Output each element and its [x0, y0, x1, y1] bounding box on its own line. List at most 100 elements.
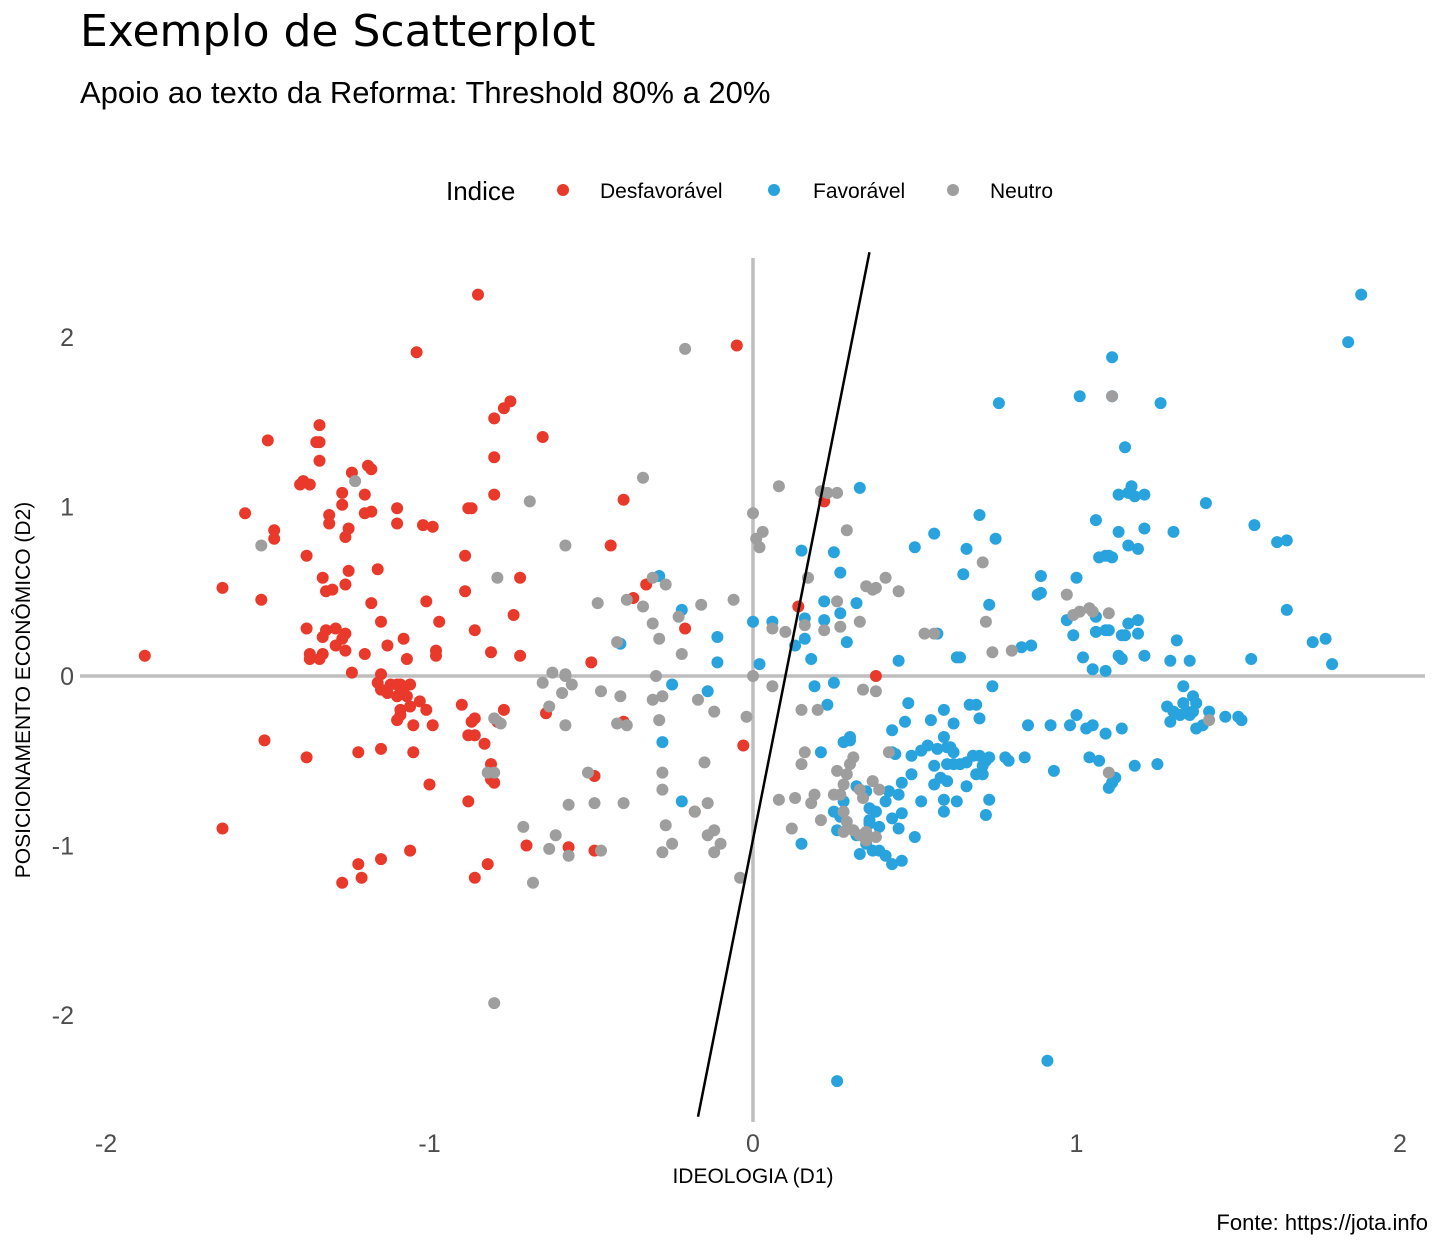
data-point	[1067, 629, 1080, 642]
data-point	[313, 454, 326, 467]
data-point	[1106, 390, 1119, 403]
data-point	[1070, 571, 1083, 584]
data-point	[853, 481, 866, 494]
data-point	[892, 788, 905, 801]
data-point	[1271, 536, 1284, 549]
data-point	[795, 758, 808, 771]
data-point	[611, 717, 624, 730]
data-point	[983, 598, 996, 611]
data-point	[468, 871, 481, 884]
data-point	[239, 507, 252, 520]
y-axis-label: POSICIONAMENTO ECONÔMICO (D2)	[12, 502, 35, 878]
data-point	[1102, 607, 1115, 620]
data-point	[258, 734, 271, 747]
data-point	[1102, 766, 1115, 779]
legend-label: Desfavorável	[600, 180, 723, 203]
data-point	[656, 736, 669, 749]
data-point	[313, 436, 326, 449]
data-point	[895, 807, 908, 820]
data-point	[882, 746, 895, 759]
data-point	[831, 486, 844, 499]
data-point	[827, 546, 840, 559]
legend-label: Favorável	[813, 180, 905, 203]
data-point	[970, 768, 983, 781]
data-point	[821, 486, 834, 499]
data-point	[950, 795, 963, 808]
data-point	[814, 814, 827, 827]
data-point	[1132, 542, 1144, 555]
data-point	[294, 478, 307, 491]
x-tick-label: -1	[418, 1130, 440, 1158]
data-point	[1086, 663, 1099, 676]
data-point	[559, 670, 572, 682]
data-point	[908, 541, 921, 554]
data-point	[595, 844, 607, 857]
data-point	[417, 519, 429, 532]
data-point	[1106, 551, 1119, 564]
data-point	[617, 797, 630, 810]
data-point	[892, 654, 905, 667]
data-point	[831, 764, 844, 777]
data-point	[850, 597, 863, 610]
data-point	[834, 607, 847, 620]
legend-title: Indice	[446, 176, 515, 206]
data-point	[1119, 441, 1131, 454]
data-point	[588, 797, 601, 810]
data-point	[1132, 614, 1144, 627]
data-point	[831, 1075, 844, 1088]
data-point	[837, 778, 850, 791]
data-point	[381, 687, 394, 699]
data-point	[979, 615, 992, 628]
data-point	[543, 700, 556, 713]
data-point	[336, 876, 349, 889]
data-point	[844, 758, 856, 771]
reference-lines	[80, 258, 1425, 1122]
data-point	[860, 825, 873, 838]
data-point	[747, 670, 759, 682]
data-point	[905, 749, 918, 762]
data-point	[886, 812, 899, 825]
data-point	[1112, 488, 1125, 501]
data-point	[1280, 534, 1293, 547]
data-point	[853, 615, 866, 628]
data-point	[808, 680, 821, 693]
data-point	[459, 549, 472, 562]
data-point	[1099, 664, 1112, 677]
data-point	[582, 766, 594, 779]
data-point	[1077, 651, 1089, 664]
data-point	[1041, 1054, 1054, 1067]
data-point	[753, 658, 766, 671]
data-point	[1132, 627, 1144, 640]
data-point	[873, 820, 886, 833]
data-point	[834, 566, 847, 579]
data-point	[915, 744, 928, 757]
data-point	[375, 853, 387, 866]
data-point	[410, 346, 423, 359]
data-point	[730, 339, 743, 352]
data-point	[869, 581, 882, 594]
data-point	[546, 666, 559, 679]
data-point	[303, 478, 316, 491]
data-point	[559, 719, 572, 732]
data-point	[928, 778, 941, 791]
data-point	[407, 719, 420, 732]
data-point	[779, 625, 792, 638]
data-point	[391, 517, 404, 530]
data-point	[960, 542, 973, 555]
data-point	[879, 571, 892, 584]
data-point	[857, 792, 869, 804]
data-point	[514, 571, 527, 584]
data-point	[656, 766, 669, 779]
data-point	[740, 710, 753, 723]
legend-label: Neutro	[990, 180, 1053, 203]
data-point	[336, 498, 349, 511]
data-point	[937, 793, 950, 806]
data-point	[879, 795, 892, 808]
source-caption: Fonte: https://jota.info	[1216, 1210, 1428, 1235]
data-point	[1093, 551, 1106, 564]
data-point	[1099, 727, 1112, 740]
data-point	[653, 632, 666, 645]
data-point	[708, 705, 721, 718]
data-point	[656, 783, 669, 796]
data-point	[737, 739, 750, 752]
